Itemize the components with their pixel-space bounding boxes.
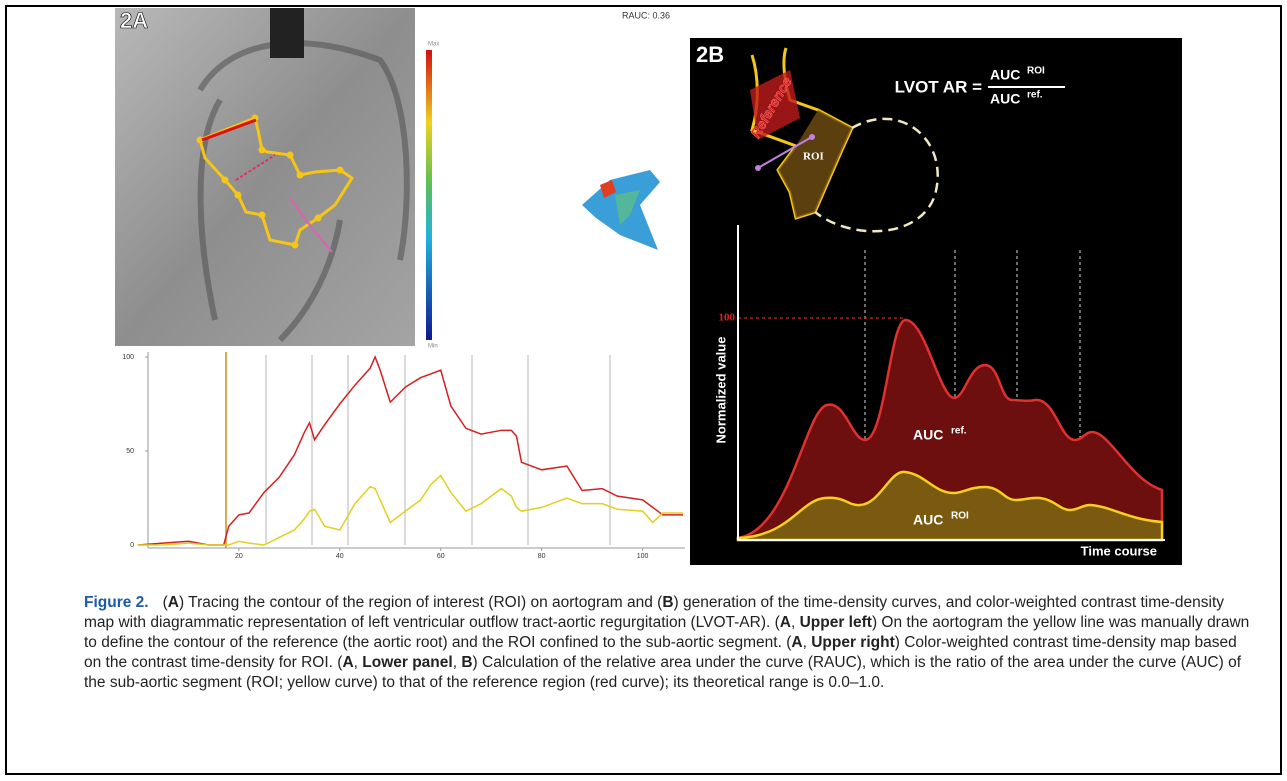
caption-text: ) On the aortogram the yellow line was m… xyxy=(84,614,1250,651)
caption-label: Figure 2. xyxy=(84,594,149,611)
x-tick-label: 40 xyxy=(336,553,344,560)
panel-label: 2B xyxy=(696,42,724,67)
colorbar xyxy=(426,50,432,340)
b-y-label: Normalized value xyxy=(713,337,728,444)
series-line xyxy=(137,355,683,546)
y-tick-label: 100 xyxy=(122,354,134,361)
auc-roi-label: AUC xyxy=(913,512,943,528)
formula-denominator-sup: ref. xyxy=(1027,90,1043,101)
rauc-label: RAUC: 0.36 xyxy=(622,10,670,20)
panel-label: 2A xyxy=(120,8,148,33)
x-tick-label: 60 xyxy=(437,553,445,560)
axis-point xyxy=(809,134,815,140)
catheter xyxy=(270,8,304,58)
y-tick-label: 0 xyxy=(130,542,134,549)
colorbar-max: Max xyxy=(428,42,439,48)
caption-text: ) generation of the time-density curves,… xyxy=(84,594,1225,631)
figure-frame xyxy=(5,5,1282,775)
formula-numerator-sup: ROI xyxy=(1027,66,1045,77)
density-mid xyxy=(615,190,640,225)
caption-text: , xyxy=(353,654,363,671)
caption-bold: Upper right xyxy=(811,634,895,651)
caption-text: ( xyxy=(162,594,168,611)
density-hotspot xyxy=(600,180,616,198)
axis-line xyxy=(289,197,333,253)
vessel-shadow xyxy=(197,40,410,343)
caption-text: , xyxy=(790,614,800,631)
x-tick-label: 20 xyxy=(235,553,243,560)
axis-point xyxy=(755,165,761,171)
b-x-label: Time course xyxy=(1081,543,1157,558)
reference-line xyxy=(201,118,257,142)
auc-ref-label: AUC xyxy=(913,427,943,443)
caption-bold: B xyxy=(461,654,473,671)
auc-ref-sup: ref. xyxy=(951,426,967,437)
caption-text: , xyxy=(452,654,462,671)
roi-fill xyxy=(778,110,852,218)
series-line xyxy=(137,474,683,546)
caption-bold: A xyxy=(779,614,791,631)
event-lines xyxy=(265,355,611,545)
mid-line xyxy=(235,154,276,181)
colorbar-min: Min xyxy=(428,344,438,350)
caption-bold: Lower panel xyxy=(362,654,453,671)
x-tick-label: 100 xyxy=(637,553,649,560)
caption-text: , xyxy=(802,634,812,651)
formula-denominator: AUC xyxy=(990,91,1020,107)
caption: Figure 2. (A) Tracing the contour of the … xyxy=(84,593,1254,693)
lv-outline xyxy=(814,117,939,233)
aortogram xyxy=(115,8,415,346)
reference-region xyxy=(750,70,800,140)
reference-curve xyxy=(736,318,1164,542)
formula-lhs: LVOT AR = xyxy=(895,77,982,96)
caption-text: ) Color-weighted contrast time-density m… xyxy=(84,634,1237,671)
roi-label: ROI xyxy=(803,151,824,163)
roi-curve xyxy=(736,470,1164,542)
x-tick-label: 80 xyxy=(538,553,546,560)
caption-text: ) Tracing the contour of the region of i… xyxy=(178,594,663,611)
roi-axis xyxy=(757,137,811,169)
formula-numerator: AUC xyxy=(990,67,1020,83)
peak-label: 100 xyxy=(719,312,736,324)
y-tick-label: 50 xyxy=(126,448,134,455)
caption-bold: A xyxy=(167,594,179,611)
caption-text: ) Calculation of the relative area under… xyxy=(84,654,1241,691)
caption-bold: Upper left xyxy=(799,614,872,631)
caption-bold: A xyxy=(791,634,803,651)
caption-bold: B xyxy=(662,594,674,611)
auc-roi-sup: ROI xyxy=(951,511,969,522)
figure: 2A Max Min RAUC: 0.36 2B Reference ROI L… xyxy=(115,8,1182,565)
caption-bold: A xyxy=(342,654,354,671)
